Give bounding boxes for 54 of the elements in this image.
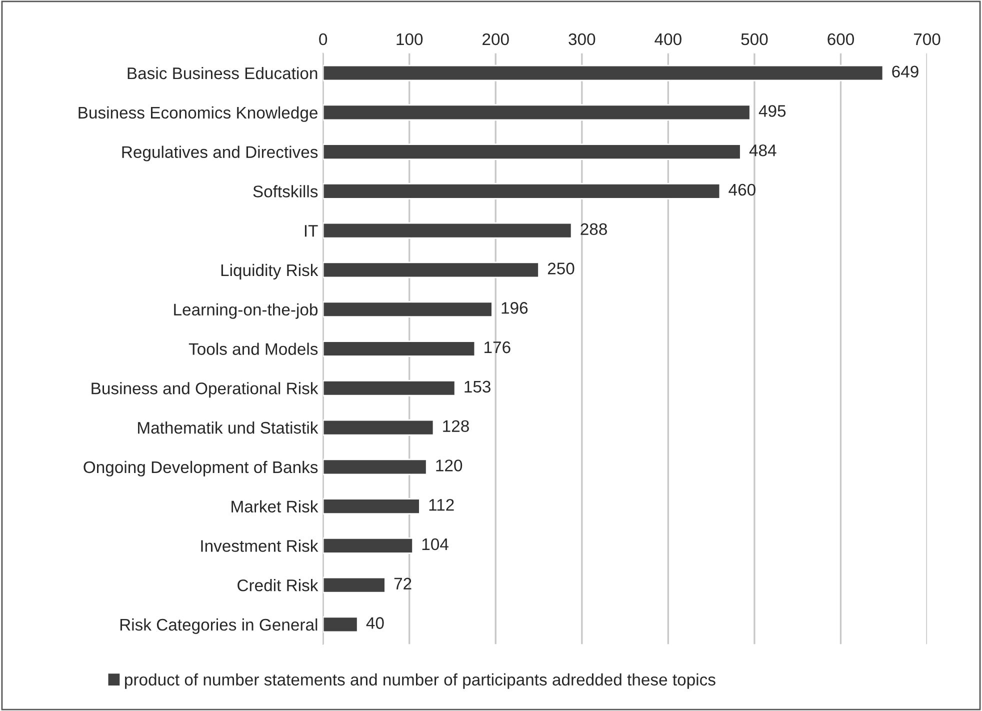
bar: [323, 576, 386, 594]
x-tick-label: 600: [828, 33, 854, 46]
bar: [323, 538, 414, 554]
data-label: 288: [580, 223, 607, 236]
data-label: 104: [422, 538, 448, 550]
x-tick-label: 700: [914, 33, 940, 46]
bar: [323, 144, 742, 160]
x-tick-label: 500: [741, 33, 768, 46]
y-tick-label: Credit Risk: [238, 579, 318, 592]
bar: [323, 616, 358, 633]
y-tick-label: Risk Categories in General: [120, 618, 318, 634]
y-tick-label: Learning-on-the-job: [174, 303, 318, 319]
y-tick-label: Tools and Models: [188, 342, 318, 355]
bar: [323, 262, 540, 278]
x-tick-label: 0: [319, 33, 328, 46]
data-label: 40: [366, 617, 384, 629]
bar: [323, 458, 428, 476]
data-label: 460: [728, 184, 756, 196]
y-tick-label: Investment Risk: [201, 540, 318, 552]
y-tick-label: Market Risk: [232, 500, 318, 513]
bar: [323, 183, 721, 200]
y-tick-label: IT: [304, 225, 318, 237]
data-label: 495: [758, 105, 786, 117]
y-tick-label: Ongoing Development of Banks: [84, 460, 318, 476]
x-tick-label: 400: [654, 33, 682, 46]
y-tick-label: Liquidity Risk: [221, 264, 318, 280]
bar: [323, 380, 456, 396]
bar: [323, 340, 476, 357]
data-label: 120: [436, 460, 462, 472]
bar: [323, 222, 572, 239]
data-label: 196: [502, 302, 528, 314]
y-tick-label: Softskills: [253, 185, 318, 198]
data-label: 112: [429, 498, 454, 511]
bar: [323, 301, 493, 318]
data-label: 484: [749, 144, 776, 156]
x-tick-label: 200: [482, 33, 509, 46]
data-label: 153: [464, 380, 490, 393]
data-label: 72: [394, 578, 412, 590]
bar: [323, 498, 420, 514]
y-tick-label: Basic Business Education: [128, 66, 318, 80]
bar: [323, 419, 434, 436]
data-label: 250: [548, 262, 574, 274]
data-label: 176: [484, 341, 510, 354]
data-label: 128: [443, 420, 469, 432]
y-tick-label: Mathematik und Statistik: [138, 421, 318, 434]
data-label: 649: [892, 66, 918, 78]
bar: [323, 104, 751, 121]
y-tick-label: Business and Operational Risk: [92, 382, 318, 398]
y-tick-label: Regulatives and Directives: [122, 146, 318, 162]
x-tick-label: 300: [568, 33, 596, 46]
y-tick-label: Business Economics Knowledge: [78, 106, 318, 122]
bar: [323, 64, 884, 82]
x-tick-label: 100: [396, 33, 423, 46]
legend-label: product of number statements and number of participants adredded these topics: [125, 673, 716, 689]
